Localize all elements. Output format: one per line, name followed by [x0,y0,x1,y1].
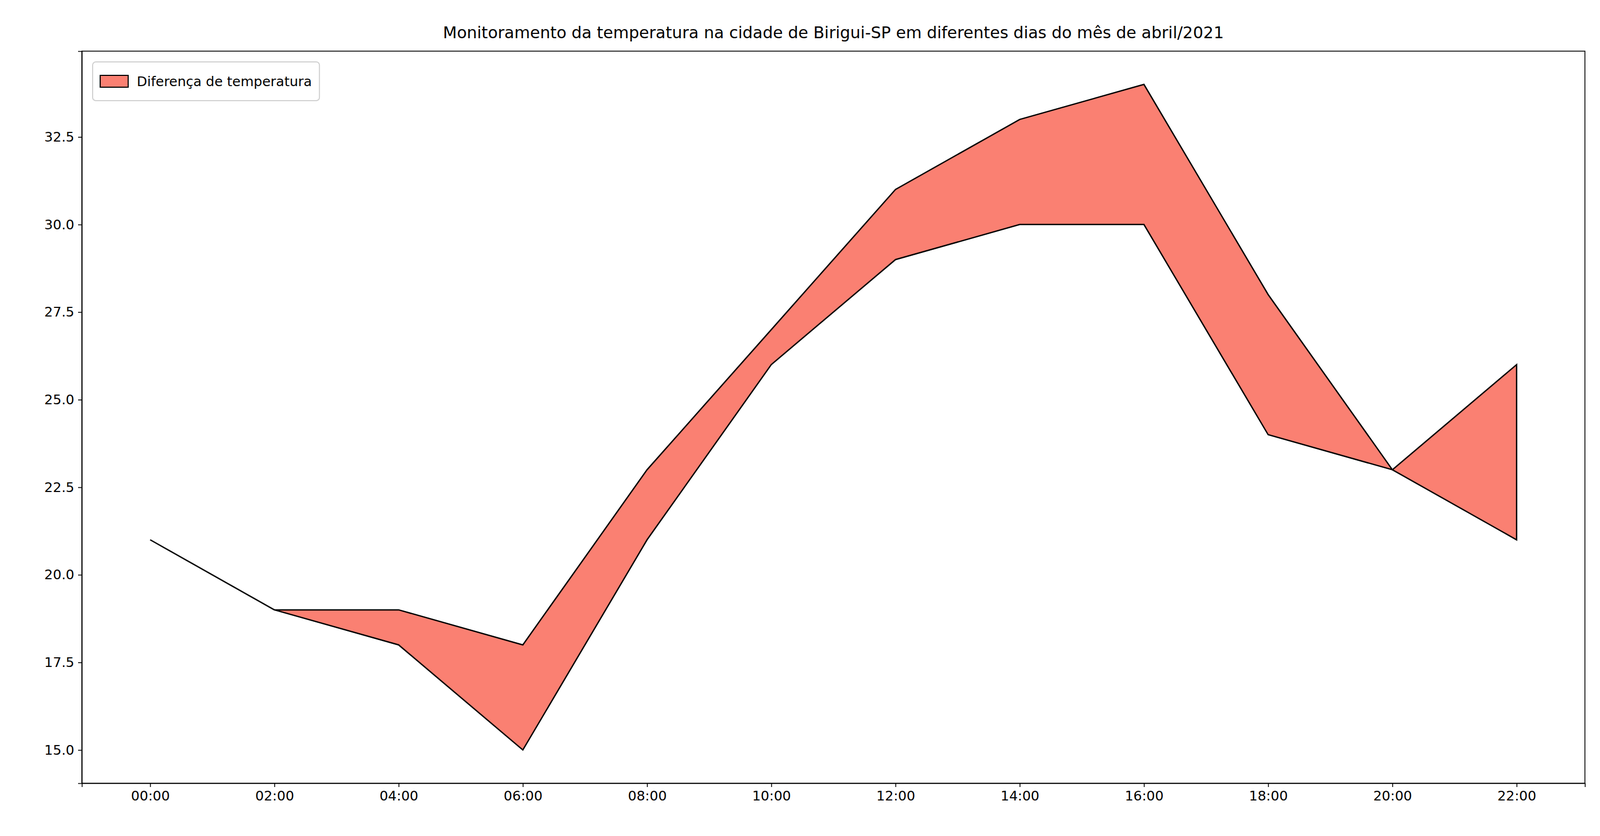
x-tick-label: 06:00 [503,788,543,805]
y-tick-label: 20.0 [44,567,75,583]
difference-area [150,84,1517,751]
x-tick: 02:00 [255,783,295,805]
y-tick-mark [78,399,82,401]
y-tick-label: 15.0 [44,742,75,759]
legend-swatch [100,75,129,88]
legend-item: Diferença de temperatura [100,73,312,90]
x-tick: 08:00 [627,783,667,805]
x-tick: 22:00 [1497,783,1537,805]
legend-label: Diferença de temperatura [136,73,312,90]
x-tick: 04:00 [379,783,419,805]
x-tick-mark [150,783,152,788]
x-tick-mark [1516,783,1518,788]
y-tick-label: 30.0 [44,217,75,233]
y-tick-mark [78,487,82,489]
y-tick-label: 25.0 [44,392,75,408]
y-tick: 17.5 [44,654,82,671]
y-axis-line [78,51,83,785]
x-axis-line [82,784,1586,788]
x-tick: 00:00 [130,783,170,805]
x-tick-mark [1143,783,1145,788]
frame [81,51,1585,784]
x-tick-mark [522,783,524,788]
chart: 00:00 02:00 04:00 06:00 08:00 10:00 12:00 14:00… [0,0,1600,836]
y-tick-label: 22.5 [44,479,75,496]
y-tick: 25.0 [44,392,82,408]
x-tick-label: 00:00 [130,788,170,805]
y-tick-label: 17.5 [44,654,75,671]
x-tick: 20:00 [1373,783,1413,805]
y-tick: 27.5 [44,304,82,320]
y-tick-mark [78,136,82,138]
x-tick-label: 10:00 [752,788,792,805]
series-group [150,84,1517,751]
y-tick: 15.0 [44,742,82,759]
x-tick-label: 18:00 [1248,788,1288,805]
x-tick-label: 16:00 [1125,788,1164,805]
title: Monitoramento da temperatura na cidade d… [443,23,1225,43]
y-tick-mark [78,575,82,577]
y-tick: 22.5 [44,479,82,496]
y-tick: 20.0 [44,567,82,583]
plot-area: 00:00 02:00 04:00 06:00 08:00 10:00 12:00 14:00… [44,51,1585,805]
x-tick-label: 04:00 [379,788,419,805]
y-tick: 30.0 [44,217,82,233]
y-tick: 32.5 [44,129,82,145]
x-tick-label: 22:00 [1497,788,1537,805]
x-tick-mark [646,783,648,788]
x-tick: 10:00 [752,783,792,805]
y-tick-label: 27.5 [44,304,75,320]
x-tick-mark [1268,783,1270,788]
x-tick: 18:00 [1248,783,1288,805]
y-tick-mark [78,662,82,664]
y-tick-mark [78,750,82,752]
x-tick-label: 14:00 [1000,788,1040,805]
x-tick-mark [1392,783,1394,788]
x-tick-label: 02:00 [255,788,295,805]
x-tick-label: 12:00 [876,788,915,805]
x-tick-mark [398,783,400,788]
x-tick-label: 20:00 [1373,788,1413,805]
x-tick: 14:00 [1000,783,1040,805]
x-tick-mark [771,783,773,788]
x-axis: 00:00 02:00 04:00 06:00 08:00 10:00 12:00 14:00… [82,783,1586,805]
y-axis: 15.0 17.5 20.0 22.5 25.0 27.5 30.0 32.5 [44,51,82,785]
x-tick-mark [895,783,897,788]
legend-box [92,61,320,101]
x-tick: 16:00 [1125,783,1164,805]
y-tick-mark [78,224,82,226]
y-tick-mark [78,311,82,313]
x-tick: 12:00 [876,783,915,805]
y-tick-label: 32.5 [44,129,75,145]
x-tick: 06:00 [503,783,543,805]
legend: Diferença de temperatura [92,61,320,101]
x-tick-label: 08:00 [627,788,667,805]
x-tick-mark [1019,783,1021,788]
x-tick-mark [274,783,276,788]
